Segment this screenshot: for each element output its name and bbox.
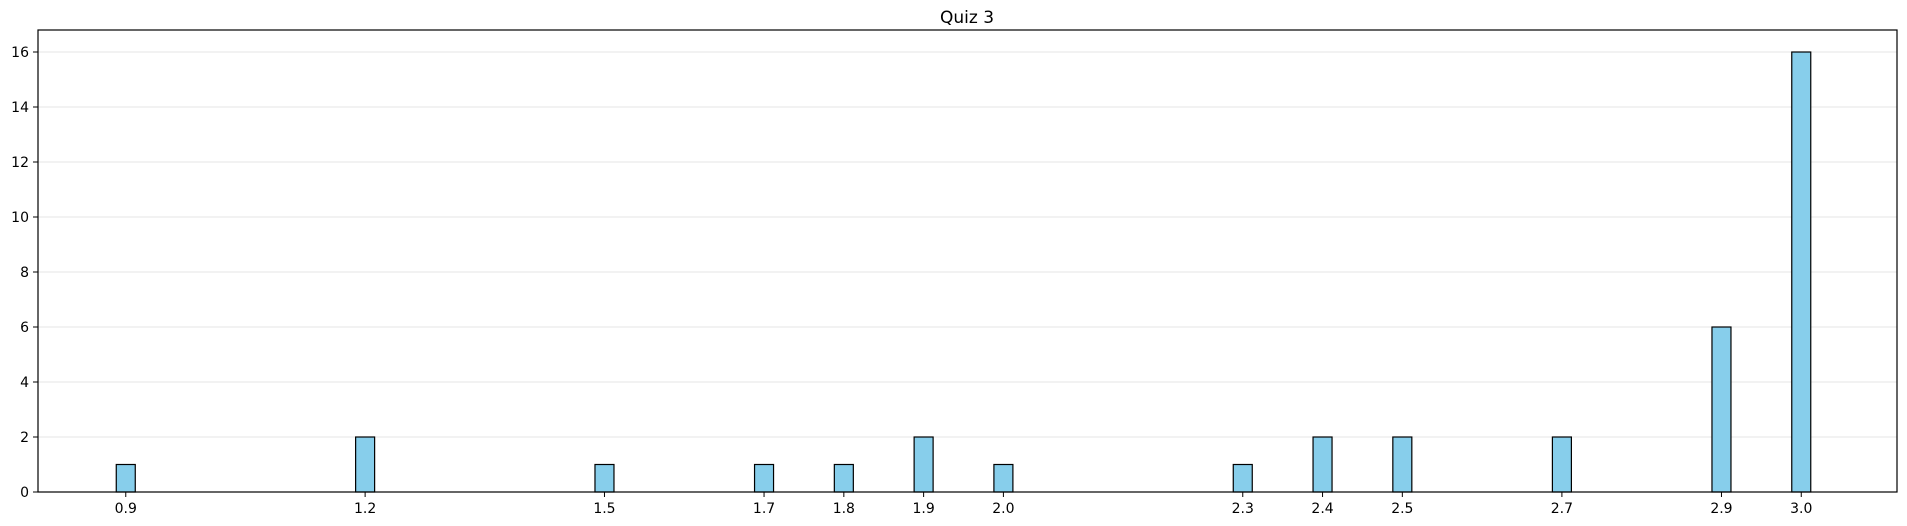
x-tick-label: 1.2 — [354, 501, 376, 517]
bar — [355, 436, 376, 493]
x-tick-label: 2.0 — [992, 501, 1014, 517]
y-tick-label: 8 — [20, 265, 29, 281]
x-tick-label: 0.9 — [115, 501, 137, 517]
x-tick-label: 1.8 — [833, 501, 855, 517]
y-grid — [38, 51, 1897, 438]
x-tick-label: 2.4 — [1311, 501, 1333, 517]
bar — [1791, 51, 1812, 493]
chart-title: Quiz 3 — [940, 8, 994, 28]
y-tick-label: 4 — [20, 375, 29, 391]
bar — [1551, 436, 1573, 493]
y-tick-label: 2 — [20, 430, 29, 446]
y-tick-label: 0 — [20, 485, 29, 501]
bar — [993, 463, 1014, 493]
x-tick-label: 1.7 — [753, 501, 775, 517]
x-tick-label: 1.5 — [593, 501, 615, 517]
y-tick-label: 6 — [20, 320, 29, 336]
bar — [1711, 326, 1732, 493]
x-tick-label: 3.0 — [1790, 501, 1812, 517]
bar — [833, 463, 854, 493]
y-tick-label: 12 — [11, 155, 29, 171]
bar — [913, 436, 934, 493]
x-tick-label: 2.5 — [1391, 501, 1413, 517]
y-tick-label: 10 — [11, 210, 29, 226]
bar — [594, 463, 615, 493]
bar — [1392, 436, 1413, 493]
y-tick-label: 14 — [11, 100, 29, 116]
plot-frame — [37, 29, 1898, 493]
bar — [1312, 436, 1333, 493]
bar — [753, 463, 775, 493]
x-tick-label: 2.7 — [1551, 501, 1573, 517]
x-tick-label: 2.3 — [1232, 501, 1254, 517]
bar — [1232, 463, 1253, 493]
bar — [115, 463, 136, 493]
y-axis: 0 2 4 6 8 10 12 14 16 — [11, 45, 38, 501]
y-tick-label: 16 — [11, 45, 29, 61]
x-axis: 0.9 1.2 1.5 1.7 1.8 1.9 2.0 2.3 2.4 2.5 2.7 2.9 3.0 — [115, 492, 1812, 517]
x-tick-label: 1.9 — [912, 501, 934, 517]
x-tick-label: 2.9 — [1710, 501, 1732, 517]
